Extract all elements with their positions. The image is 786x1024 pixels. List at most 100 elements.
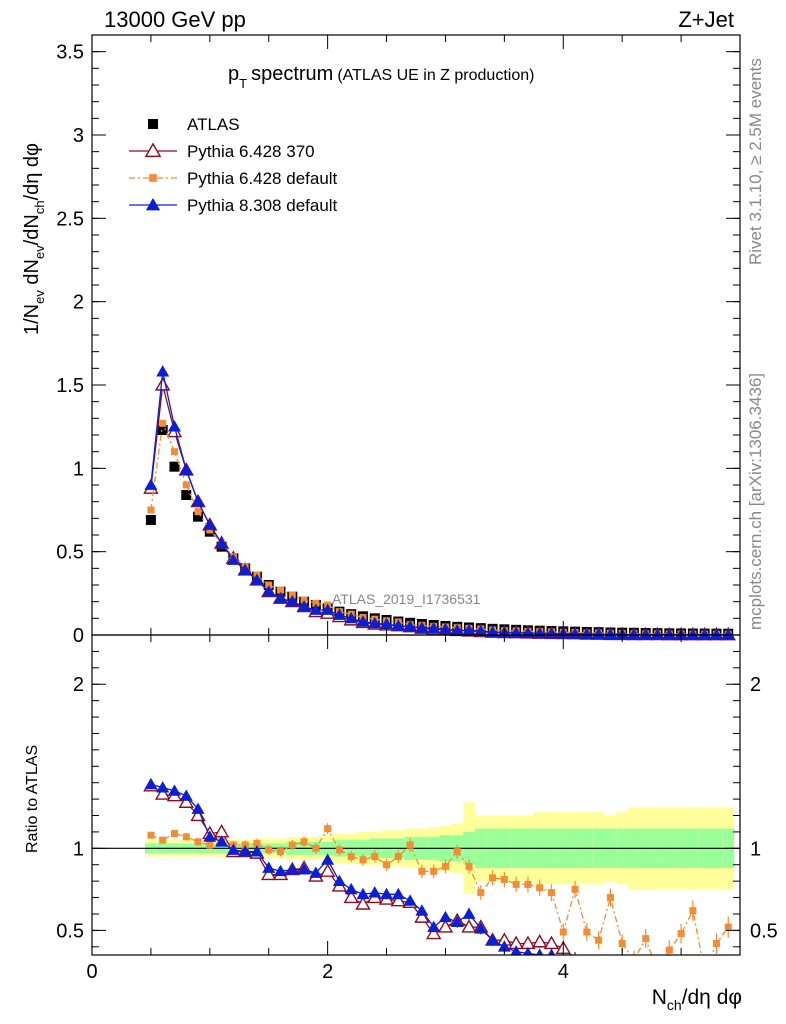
ratio-data-point xyxy=(462,907,476,919)
main-data-point xyxy=(181,490,192,500)
x-axis-label: Nch/dη dφ xyxy=(652,986,742,1013)
ratio-axes: 0.5 0.5 1 1 2 2 0 2 4 xyxy=(56,635,778,983)
ratio-data-point xyxy=(156,781,170,793)
ratio-data-point xyxy=(167,784,181,796)
legend-marker xyxy=(145,197,161,211)
ratio-data-point xyxy=(309,866,323,878)
main-y-tick-label: 1 xyxy=(73,458,84,480)
main-data-point xyxy=(238,563,252,575)
ratio-data-point xyxy=(414,909,430,923)
ratio-data-point xyxy=(406,841,414,849)
ratio-data-point xyxy=(213,824,230,838)
main-data-point xyxy=(203,518,217,530)
main-data-point xyxy=(288,591,296,599)
main-data-point xyxy=(592,627,606,640)
main-data-point xyxy=(262,585,276,597)
ratio-y-tick-label: 1 xyxy=(73,838,84,860)
main-data-point xyxy=(167,420,181,432)
ratio-data-point xyxy=(461,919,477,933)
ratio-data-point xyxy=(253,839,261,847)
header-right: Z+Jet xyxy=(678,7,734,32)
main-series-3 xyxy=(144,365,735,640)
ratio-data-point xyxy=(427,920,441,932)
main-data-point xyxy=(380,617,394,630)
main-data-point xyxy=(356,615,370,627)
main-data-point xyxy=(686,628,700,640)
ratio-data-point xyxy=(285,863,299,875)
main-data-point xyxy=(215,536,229,549)
main-data-point xyxy=(474,624,488,637)
ratio-data-point xyxy=(571,885,579,893)
ratio-data-point xyxy=(425,925,442,940)
main-y-tick-label: 2 xyxy=(73,292,84,314)
ratio-data-point xyxy=(288,841,296,849)
ratio-data-point xyxy=(335,846,343,854)
analysis-watermark: ATLAS_2019_I1736531 xyxy=(332,591,481,607)
legend-label: Pythia 6.428 370 xyxy=(187,142,315,161)
ratio-data-point xyxy=(238,845,252,857)
ratio-data-point xyxy=(203,830,217,842)
ratio-data-point xyxy=(371,853,379,861)
main-series-line xyxy=(150,420,729,635)
ratio-data-point xyxy=(194,838,202,846)
ratio-data-point xyxy=(262,861,276,873)
ratio-data-point xyxy=(359,856,367,864)
ratio-y-axis-label: Ratio to ATLAS xyxy=(24,745,41,853)
legend-label: Pythia 8.308 default xyxy=(187,196,338,215)
main-data-point xyxy=(603,627,617,640)
main-y-tick-label: 3.5 xyxy=(56,42,84,64)
main-data-point xyxy=(568,627,582,639)
ratio-data-point xyxy=(344,882,358,895)
ratio-data-point xyxy=(535,948,544,955)
ratio-data-point xyxy=(606,894,614,902)
main-data-point xyxy=(403,620,417,632)
legend-label: ATLAS xyxy=(187,115,240,134)
main-data-point xyxy=(300,596,308,604)
x-tick-label: 2 xyxy=(322,961,333,983)
main-data-point xyxy=(277,586,285,594)
header-left: 13000 GeV pp xyxy=(104,7,246,32)
ratio-data-point xyxy=(430,867,438,875)
main-data-point xyxy=(147,506,155,514)
main-data-point xyxy=(145,515,156,525)
main-y-axis-label: 1/Nev dNev/dNch/dη dφ xyxy=(21,143,47,335)
ratio-data-point xyxy=(665,946,673,954)
main-data-point xyxy=(332,608,346,620)
ratio-data-point xyxy=(390,892,407,907)
main-data-point xyxy=(312,599,320,607)
ratio-data-point xyxy=(465,862,473,870)
main-data-point xyxy=(265,581,273,589)
ratio-frame xyxy=(91,634,741,956)
ratio-data-point xyxy=(543,935,560,950)
ratio-data-point xyxy=(383,861,391,869)
ratio-y-tick-label: 2 xyxy=(73,674,84,696)
ratio-data-point xyxy=(159,836,167,844)
ratio-y-tick-label-right: 2 xyxy=(750,674,761,696)
main-data-point xyxy=(193,511,204,522)
main-data-point xyxy=(194,508,202,516)
ratio-data-point xyxy=(170,830,178,838)
main-data-point xyxy=(154,377,171,391)
ratio-bands xyxy=(92,802,740,895)
ratio-data-point xyxy=(261,866,277,881)
ratio-data-point xyxy=(438,910,452,923)
main-y-tick-label: 0 xyxy=(73,625,84,647)
ratio-data-point xyxy=(179,789,193,801)
ratio-data-point xyxy=(418,867,426,875)
ratio-data-point xyxy=(415,904,429,916)
ratio-data-point xyxy=(677,930,685,938)
main-data-point xyxy=(159,419,167,427)
main-data-point xyxy=(391,619,405,631)
main-data-point xyxy=(285,595,299,607)
ratio-data-point xyxy=(403,894,417,906)
main-data-point xyxy=(321,603,335,615)
main-data-point xyxy=(191,495,205,507)
legend-marker xyxy=(149,174,157,182)
rivet-label: Rivet 3.1.10, ≥ 2.5M events xyxy=(746,58,765,265)
ratio-y-tick-label-right: 1 xyxy=(750,838,761,860)
ratio-data-point xyxy=(380,887,394,900)
ratio-data-point xyxy=(523,946,533,955)
ratio-data-point xyxy=(489,874,497,882)
main-data-point xyxy=(297,600,311,612)
main-axes: 0 0.5 1 1.5 2 2.5 3 3.5 xyxy=(56,34,741,647)
